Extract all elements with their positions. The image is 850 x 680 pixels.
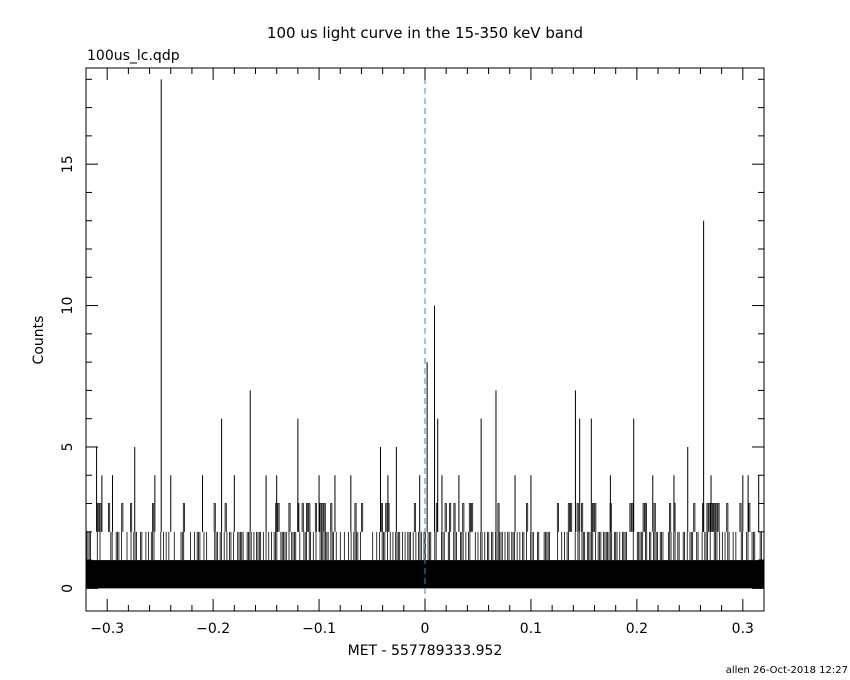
x-tick-label: −0.3: [90, 621, 124, 637]
x-tick-label: 0.2: [626, 621, 648, 637]
chart-title: 100 us light curve in the 15-350 keV ban…: [267, 24, 583, 42]
x-tick-label: 0.1: [520, 621, 542, 637]
x-tick-label: −0.2: [196, 621, 230, 637]
y-tick-label: 10: [60, 297, 76, 315]
footer-timestamp: allen 26-Oct-2018 12:27: [726, 665, 848, 676]
y-tick-label: 5: [60, 443, 76, 452]
y-axis-label: Counts: [31, 316, 47, 365]
plot-area: [86, 68, 764, 611]
x-tick-label: 0.3: [732, 621, 754, 637]
x-tick-label: −0.1: [302, 621, 336, 637]
frequent-count-bins: [86, 531, 762, 561]
x-tick-label: 0: [421, 621, 430, 637]
axis-ticks: −0.3 −0.2 −0.1 0 0.1 0.2 0.3 0 5 10 15: [60, 68, 765, 637]
plot-frame: [85, 67, 765, 612]
chart-subtitle: 100us_lc.qdp: [87, 48, 180, 64]
y-tick-label: 0: [60, 584, 76, 593]
baseline-noise-band: [86, 560, 764, 589]
y-tick-label: 15: [60, 155, 76, 173]
occasional-count-bins: [97, 503, 751, 532]
x-axis-label: MET - 557789333.952: [348, 643, 503, 659]
